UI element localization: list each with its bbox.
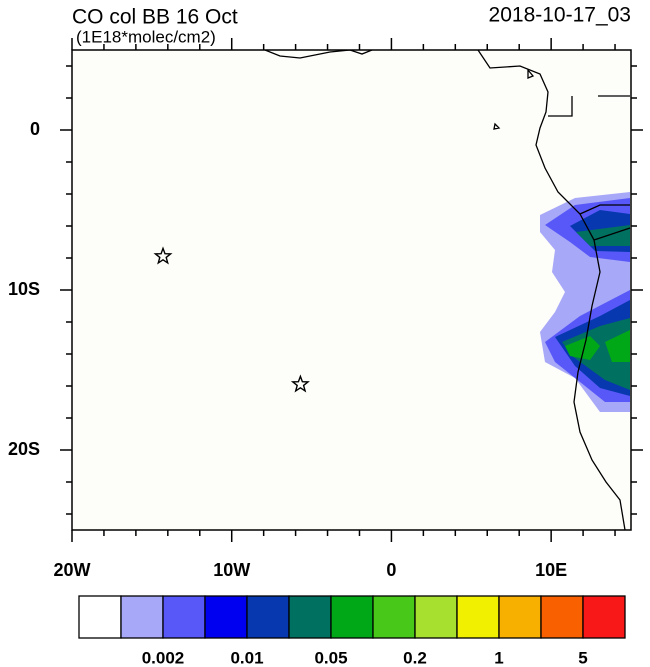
y-tick-label: 10S — [8, 279, 40, 299]
colorbar-box — [582, 595, 626, 639]
star-marker — [153, 246, 173, 265]
colorbar-box — [498, 595, 542, 639]
colorbar-box — [78, 595, 122, 639]
colorbar-box — [162, 595, 206, 639]
coastline — [264, 50, 631, 530]
colorbar-label: 0.002 — [142, 648, 185, 667]
x-tick-label: 20W — [53, 560, 90, 580]
subtitle: (1E18*molec/cm2) — [76, 27, 216, 46]
colorbar-box — [456, 595, 500, 639]
y-tick-label: 0 — [30, 119, 40, 139]
colorbar-label: 1 — [494, 648, 503, 667]
colorbar-box — [414, 595, 458, 639]
colorbar-box — [288, 595, 332, 639]
colorbar-label: 5 — [578, 648, 587, 667]
x-tick-label: 10W — [213, 560, 250, 580]
colorbar-label: 0.05 — [314, 648, 347, 667]
title: CO col BB 16 Oct — [72, 6, 238, 29]
colorbar-box — [372, 595, 416, 639]
colorbar-label: 0.2 — [403, 648, 427, 667]
colorbar-box — [120, 595, 164, 639]
colorbar-label: 0.01 — [230, 648, 263, 667]
colorbar-box — [330, 595, 374, 639]
x-tick-label: 0 — [386, 560, 396, 580]
colorbar-box — [204, 595, 248, 639]
timestamp: 2018-10-17_03 — [489, 4, 631, 27]
map-area — [72, 50, 631, 530]
colorbar-box — [540, 595, 584, 639]
plume — [540, 192, 630, 412]
y-tick-label: 20S — [8, 439, 40, 459]
colorbar-box — [246, 595, 290, 639]
star-marker — [290, 374, 310, 393]
x-tick-label: 10E — [535, 560, 567, 580]
